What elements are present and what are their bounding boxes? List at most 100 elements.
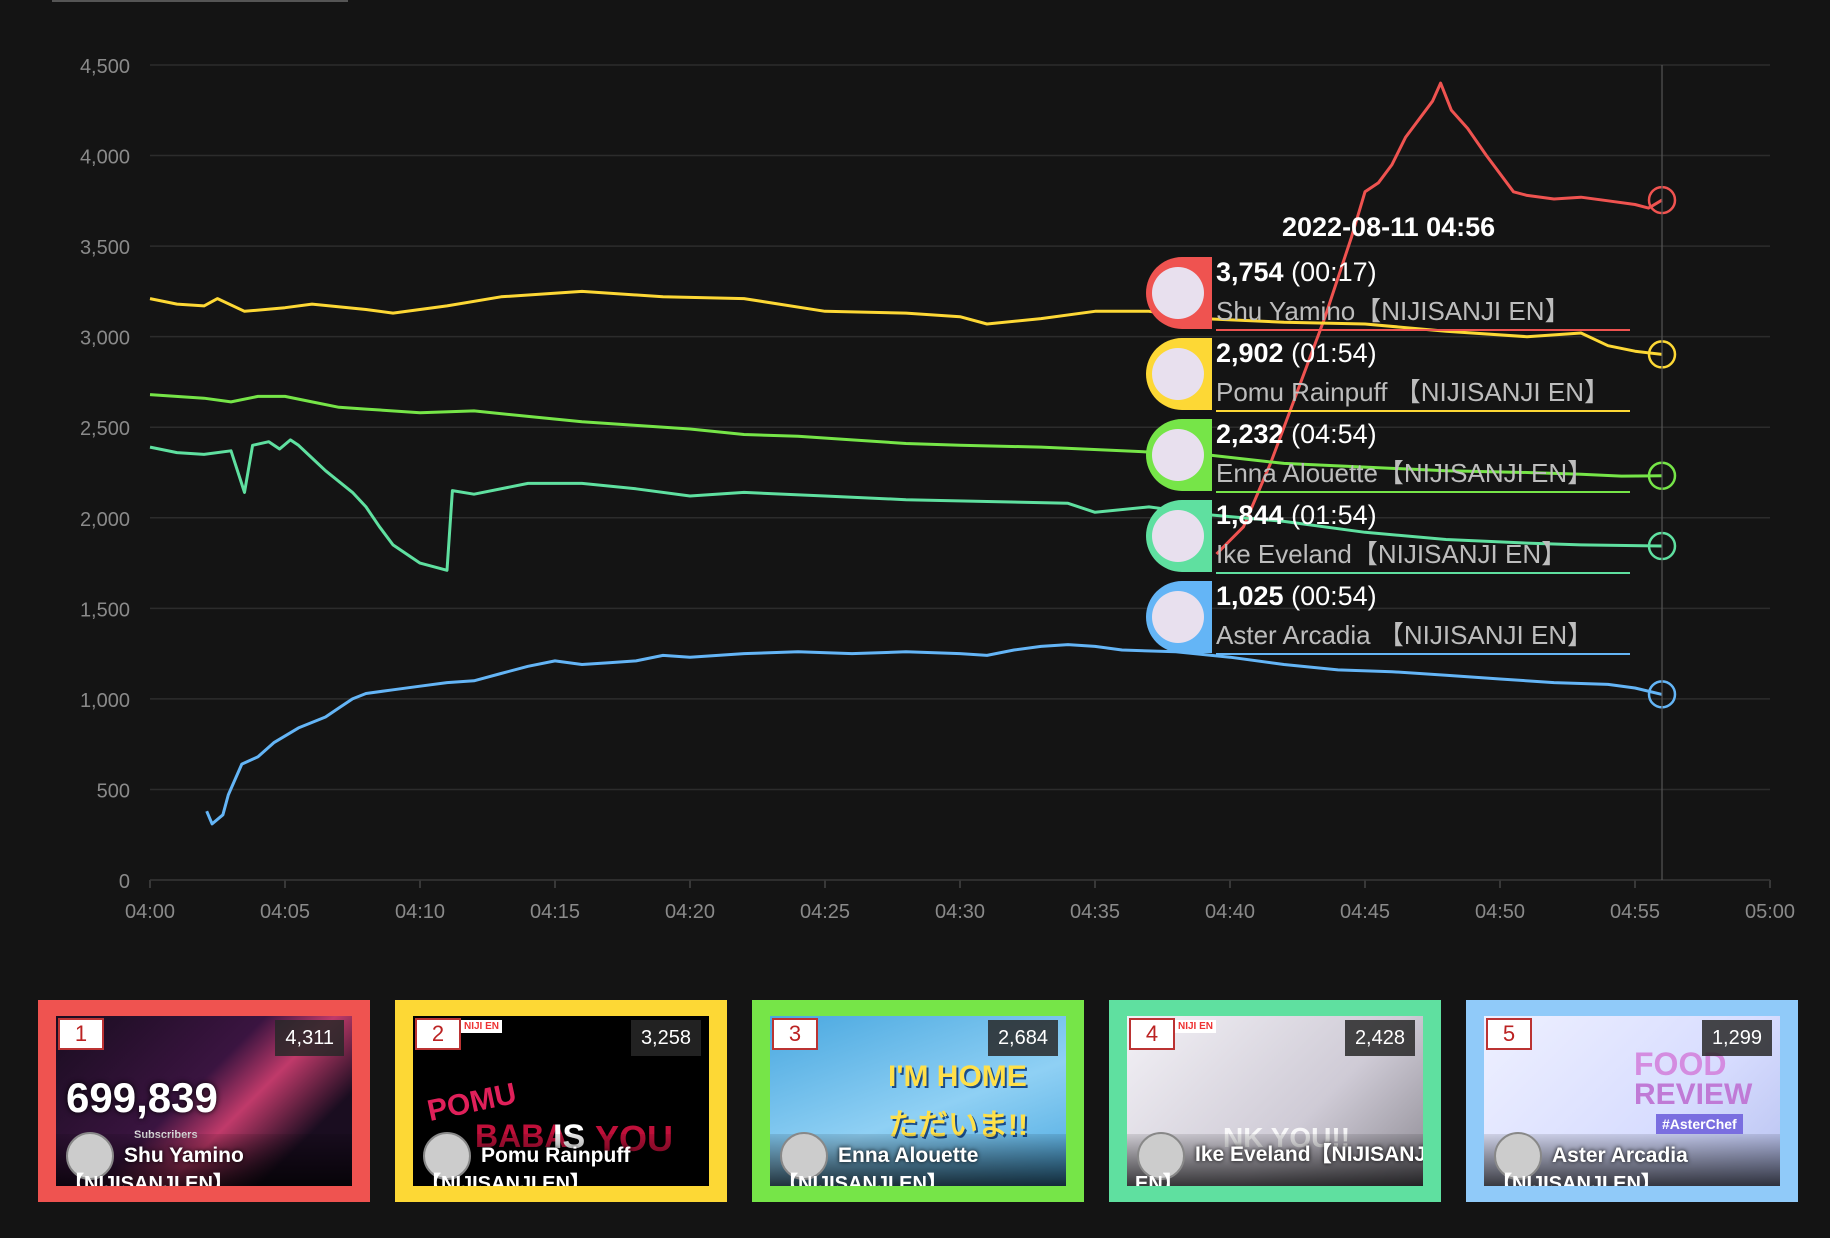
card-thumbnail[interactable]: 699,839SubscribersShu Yamino【NIJISANJI E…: [56, 1016, 352, 1186]
x-axis: 04:00 04:05 04:10 04:15 04:20 04:25 04:30 04:35…: [125, 879, 1795, 923]
tooltip-underline: [1216, 653, 1630, 655]
tooltip-detail: (01:54): [1291, 500, 1377, 530]
tooltip-row: 1,844 (01:54) Ike Eveland【NIJISANJI EN】: [1140, 500, 1630, 575]
top-scroll-indicator: [52, 0, 348, 2]
viewer-count-badge: 3,258: [630, 1020, 701, 1056]
tooltip-detail: (01:54): [1291, 338, 1377, 368]
y-tick-label: 500: [97, 780, 130, 802]
tooltip-detail: (04:54): [1291, 419, 1377, 449]
series-line-2: [149, 289, 1663, 356]
tooltip-value: 2,232 (04:54): [1216, 419, 1377, 450]
tooltip-detail: (00:17): [1291, 257, 1377, 287]
channel-avatar-icon: [423, 1132, 471, 1180]
card-thumbnail[interactable]: FOOD REVIEW #AsterChef Aster Arcadia 【NIJISA…: [1484, 1016, 1780, 1186]
y-tick-label: 0: [119, 871, 130, 893]
y-axis: 0 500 1,000 1,500 2,000 2,500 3,000 3,500 4,000 4…: [80, 56, 130, 893]
series-line-5: [205, 643, 1663, 826]
avatar-shu-icon: [1146, 257, 1212, 329]
channel-avatar-icon: [1137, 1132, 1185, 1180]
rank-badge: 1: [58, 1018, 104, 1050]
line-chart: 0 500 1,000 1,500 2,000 2,500 3,000 3,500 4,000 4…: [80, 56, 1795, 923]
tooltip-count: 1,025: [1216, 581, 1284, 611]
x-tick-label: 04:30: [935, 901, 985, 923]
channel-name: Aster Arcadia: [1552, 1144, 1688, 1167]
y-tick-label: 4,500: [80, 56, 130, 78]
x-tick-label: 04:35: [1070, 901, 1120, 923]
x-tick-label: 04:15: [530, 901, 580, 923]
viewer-count-badge: 4,311: [275, 1020, 344, 1056]
tooltip-name: Shu Yamino【NIJISANJI EN】: [1216, 296, 1571, 326]
channel-avatar-icon: [66, 1132, 114, 1180]
channel-avatar-icon: [1494, 1132, 1542, 1180]
tooltip-name: Aster Arcadia 【NIJISANJI EN】: [1216, 620, 1594, 650]
x-tick-label: 05:00: [1745, 901, 1795, 923]
rank-badge: 5: [1486, 1018, 1532, 1050]
tooltip-name: Enna Alouette【NIJISANJI EN】: [1216, 458, 1594, 488]
tooltip-row: 2,232 (04:54) Enna Alouette【NIJISANJI EN】: [1140, 419, 1630, 494]
avatar-pomu-icon: [1146, 338, 1212, 410]
x-tick-label: 04:05: [260, 901, 310, 923]
channel-name-suffix: 【NIJISANJI EN】: [64, 1173, 233, 1186]
x-tick-label: 04:55: [1610, 901, 1660, 923]
series-line-3: [149, 393, 1663, 478]
tooltip-underline: [1216, 329, 1630, 331]
tooltip-row: 2,902 (01:54) Pomu Rainpuff 【NIJISANJI EN…: [1140, 338, 1630, 413]
tooltip-value: 1,025 (00:54): [1216, 581, 1377, 612]
viewer-count-badge: 1,299: [1701, 1020, 1772, 1056]
rank-badge: 4: [1129, 1018, 1175, 1050]
y-tick-label: 3,000: [80, 328, 130, 350]
channel-name: Pomu Rainpuff: [481, 1144, 631, 1167]
y-tick-label: 1,500: [80, 599, 130, 621]
x-tick-label: 04:40: [1205, 901, 1255, 923]
rank-badge: 2: [415, 1018, 461, 1050]
tooltip-count: 3,754: [1216, 257, 1284, 287]
thumbnail-text: #AsterChef: [1656, 1114, 1743, 1134]
tooltip-count: 2,232: [1216, 419, 1284, 449]
x-tick-label: 04:00: [125, 901, 175, 923]
viewer-count-badge: 2,684: [987, 1020, 1058, 1056]
tooltip-time: 2022-08-11 04:56: [1282, 212, 1496, 242]
subscriber-count: 699,839: [66, 1074, 218, 1121]
x-tick-label: 04:10: [395, 901, 445, 923]
tooltip-row: 1,025 (00:54) Aster Arcadia 【NIJISANJI EN…: [1140, 581, 1630, 656]
avatar-aster-icon: [1146, 581, 1212, 653]
channel-card[interactable]: I'M HOME ただいま!! Enna Alouette 【NIJISANJI EN…: [752, 1000, 1084, 1202]
y-tick-label: 2,000: [80, 509, 130, 531]
channel-name-suffix: 【NIJISANJI EN】: [778, 1173, 947, 1186]
card-thumbnail[interactable]: NIJI ENNK YOU!!Ike Eveland【NIJISANJIEN】4…: [1127, 1016, 1423, 1186]
channel-logo: NIJI EN: [461, 1020, 503, 1033]
thumbnail-text: REVIEW: [1634, 1078, 1753, 1111]
channel-avatar-icon: [780, 1132, 828, 1180]
series-line-1: [1215, 81, 1663, 556]
channel-name-suffix: 【NIJISANJI EN】: [1492, 1173, 1661, 1186]
tooltip-value: 1,844 (01:54): [1216, 500, 1377, 531]
rank-badge: 3: [772, 1018, 818, 1050]
tooltip-detail: (00:54): [1291, 581, 1377, 611]
channel-name: Enna Alouette: [838, 1144, 979, 1167]
channel-name: Shu Yamino: [124, 1144, 244, 1167]
y-tick-label: 2,500: [80, 418, 130, 440]
channel-card[interactable]: NIJI ENNK YOU!!Ike Eveland【NIJISANJIEN】4…: [1109, 1000, 1441, 1202]
channel-name-suffix: EN】: [1135, 1173, 1183, 1186]
channel-card[interactable]: NIJI ENPOMUBABAISYOUPomu Rainpuff【NIJISA…: [395, 1000, 727, 1202]
x-tick-label: 04:45: [1340, 901, 1390, 923]
ranking-cards: 699,839SubscribersShu Yamino【NIJISANJI E…: [38, 1000, 1818, 1202]
avatar-ike-icon: [1146, 500, 1212, 572]
tooltip-value: 3,754 (00:17): [1216, 257, 1377, 288]
channel-card[interactable]: FOOD REVIEW #AsterChef Aster Arcadia 【NIJISA…: [1466, 1000, 1798, 1202]
y-tick-label: 1,000: [80, 690, 130, 712]
tooltip-count: 2,902: [1216, 338, 1284, 368]
channel-card[interactable]: 699,839SubscribersShu Yamino【NIJISANJI E…: [38, 1000, 370, 1202]
channel-name: Ike Eveland【NIJISANJI: [1195, 1143, 1423, 1166]
x-tick-label: 04:25: [800, 901, 850, 923]
y-tick-label: 3,500: [80, 237, 130, 259]
y-tick-label: 4,000: [80, 147, 130, 169]
tooltip-underline: [1216, 572, 1630, 574]
card-thumbnail[interactable]: I'M HOME ただいま!! Enna Alouette 【NIJISANJI EN…: [770, 1016, 1066, 1186]
channel-logo: NIJI EN: [1175, 1020, 1217, 1033]
tooltip-count: 1,844: [1216, 500, 1284, 530]
tooltip-name: Ike Eveland【NIJISANJI EN】: [1216, 539, 1568, 569]
viewer-count-badge: 2,428: [1344, 1020, 1415, 1056]
card-thumbnail[interactable]: NIJI ENPOMUBABAISYOUPomu Rainpuff【NIJISA…: [413, 1016, 709, 1186]
tooltip-name: Pomu Rainpuff 【NIJISANJI EN】: [1216, 377, 1610, 407]
